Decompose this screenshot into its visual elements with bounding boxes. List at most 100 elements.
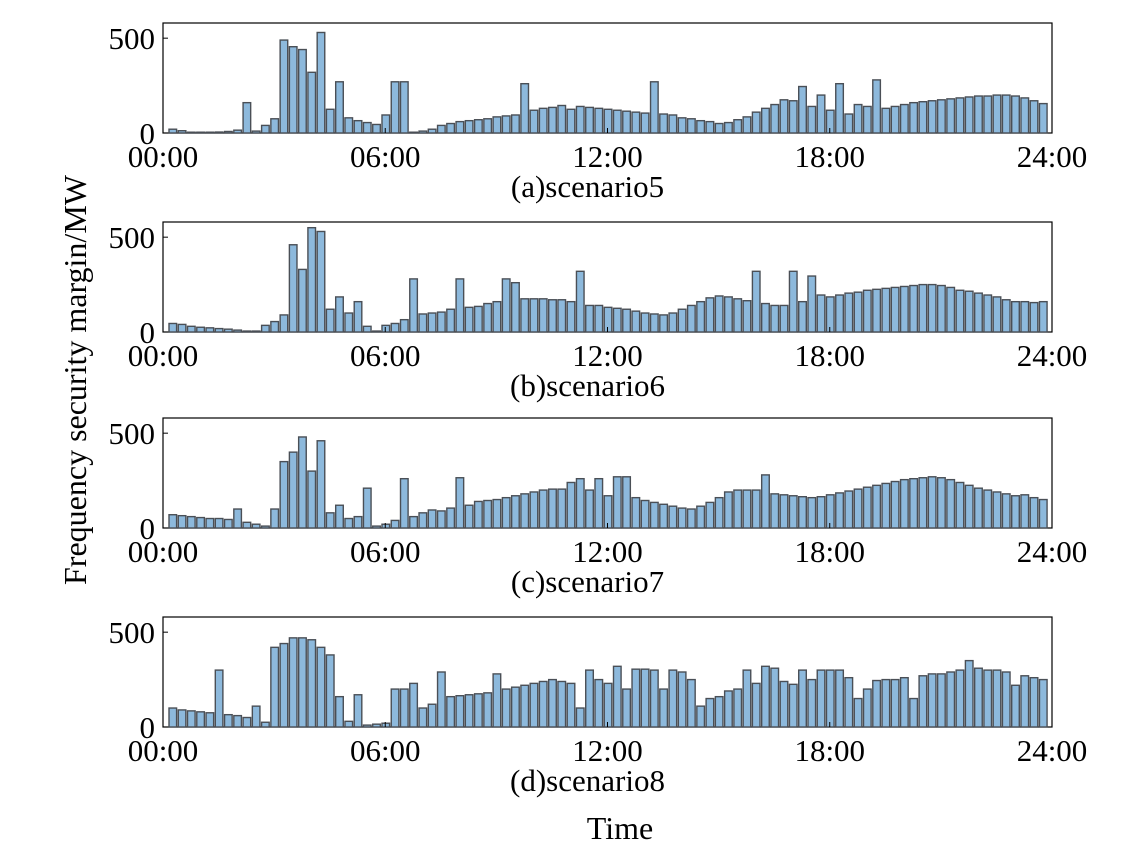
bar [520, 82, 530, 134]
bar [344, 517, 354, 529]
bar [705, 120, 715, 134]
bar [288, 451, 298, 529]
bar [622, 110, 632, 134]
bar [872, 679, 882, 728]
bar [696, 119, 706, 134]
bar [612, 307, 622, 333]
bar [242, 330, 252, 333]
bar [223, 713, 233, 728]
bar [399, 477, 409, 529]
bar [566, 300, 576, 333]
bar [307, 71, 317, 134]
bar [251, 130, 261, 134]
bar [334, 695, 344, 728]
bar [418, 707, 428, 728]
bar [381, 324, 391, 333]
bar [344, 720, 354, 728]
bar [927, 673, 937, 728]
bar [798, 669, 808, 728]
y-axis-label: Frequency security margin/MW [57, 174, 93, 585]
bar [909, 284, 919, 333]
bar [742, 300, 752, 333]
bar [603, 495, 613, 529]
bar [251, 705, 261, 728]
bar [788, 270, 798, 333]
bar [418, 313, 428, 333]
bar [483, 692, 493, 728]
bar-series [168, 436, 1048, 529]
bar [242, 101, 252, 134]
panel-4: 0 500 00:00 06:00 12:00 18:00 24:00 (d)scenario… [109, 615, 1088, 798]
bar [779, 304, 789, 333]
bar [575, 477, 585, 529]
bar [798, 496, 808, 529]
bar [464, 306, 474, 333]
bar [936, 99, 946, 134]
bar [223, 130, 233, 134]
bar [649, 669, 659, 728]
bar [723, 491, 733, 529]
bar [473, 305, 483, 333]
bar-series [168, 637, 1048, 728]
bar [242, 716, 252, 728]
panel-caption: (c)scenario7 [511, 564, 664, 599]
bar [1029, 100, 1039, 134]
bar [409, 131, 419, 134]
bar [927, 100, 937, 134]
bar [714, 295, 724, 333]
bar [696, 505, 706, 529]
bar [668, 505, 678, 529]
bar [381, 523, 391, 529]
bar [733, 298, 743, 333]
bar [446, 308, 456, 333]
bar [473, 119, 483, 134]
bar [297, 268, 307, 333]
panels: 0 500 00:00 06:00 12:00 18:00 24:00 (a)scenario… [109, 21, 1088, 798]
bar [1038, 498, 1048, 529]
bar [260, 124, 270, 134]
bar [1020, 300, 1030, 333]
bar [381, 722, 391, 728]
bar [825, 669, 835, 728]
bar [446, 507, 456, 529]
bar [844, 113, 854, 134]
bar [362, 487, 372, 529]
bar [279, 314, 289, 333]
bar [325, 512, 335, 529]
bar [233, 129, 243, 134]
bar [251, 523, 261, 529]
bar [1038, 102, 1048, 134]
bar [436, 311, 446, 333]
bar [881, 678, 891, 728]
x-tick-label: 18:00 [794, 139, 865, 174]
bar [566, 108, 576, 134]
bar [510, 281, 520, 333]
bar [1011, 300, 1020, 333]
bar [520, 684, 530, 728]
bar [316, 230, 326, 333]
bar [520, 298, 530, 333]
bar [742, 489, 752, 529]
bar [325, 108, 335, 134]
bar [344, 312, 354, 333]
bar [233, 508, 243, 529]
bar [807, 275, 817, 333]
bar [862, 289, 872, 333]
bar [1001, 671, 1011, 728]
bar [696, 705, 706, 728]
bar [177, 514, 187, 529]
bar [279, 460, 289, 529]
bar [362, 724, 372, 728]
bar [705, 697, 715, 728]
bar [1001, 94, 1011, 134]
bar [510, 495, 520, 529]
bar [260, 324, 270, 333]
bar [409, 682, 419, 728]
x-tick-label: 12:00 [572, 534, 643, 569]
bar [899, 676, 909, 728]
bar [918, 101, 928, 134]
bar [659, 688, 669, 728]
bar [251, 330, 261, 333]
bar [307, 226, 317, 333]
bar [733, 119, 743, 134]
